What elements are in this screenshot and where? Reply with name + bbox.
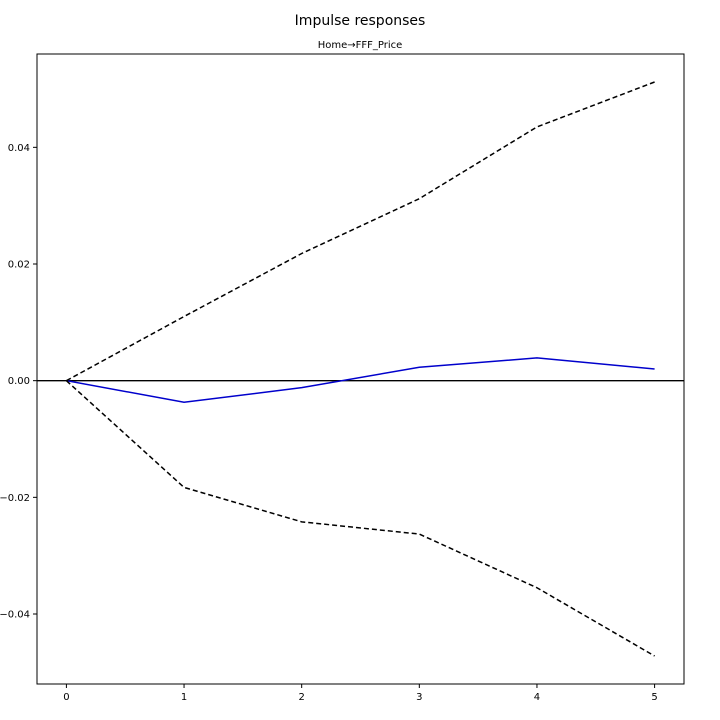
x-tick-label-1: 1 <box>181 692 187 703</box>
y-tick-label-1: −0.02 <box>0 493 30 504</box>
series-line-upper-bound <box>66 81 655 382</box>
x-tick-label-5: 5 <box>651 692 657 703</box>
x-tick-label-4: 4 <box>534 692 540 703</box>
x-tick-label-0: 0 <box>63 692 69 703</box>
x-tick-label-3: 3 <box>416 692 422 703</box>
chart-subtitle: Home→FFF_Price <box>318 40 403 51</box>
y-tick-label-4: 0.04 <box>8 143 30 154</box>
chart-title: Impulse responses <box>295 13 426 29</box>
series-line-lower-bound <box>65 380 655 657</box>
y-tick-label-2: 0.00 <box>8 376 30 387</box>
series-line-response <box>66 357 655 404</box>
y-tick-label-3: 0.02 <box>8 260 30 271</box>
x-tick-label-2: 2 <box>298 692 304 703</box>
plot-frame <box>36 53 685 685</box>
plot-area: 0 1 2 3 4 5 −0.04 −0.02 0.00 0.02 0.04 <box>0 53 685 703</box>
y-tick-label-0: −0.04 <box>0 610 30 621</box>
